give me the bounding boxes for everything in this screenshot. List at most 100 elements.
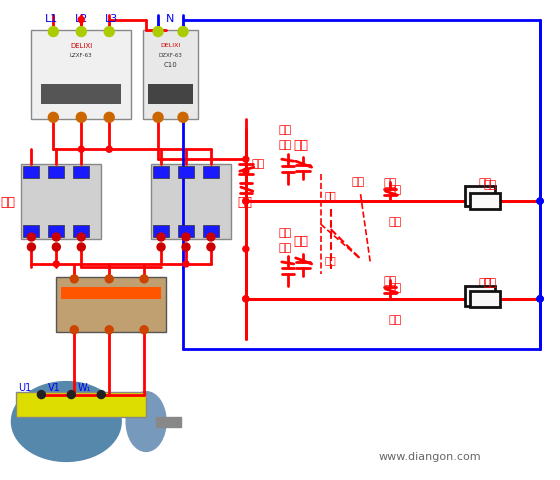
- Circle shape: [243, 169, 249, 175]
- Bar: [148, 85, 193, 105]
- Circle shape: [243, 199, 249, 204]
- Text: N: N: [166, 13, 174, 24]
- Circle shape: [105, 276, 113, 283]
- Ellipse shape: [126, 392, 166, 452]
- Text: 反转: 反转: [278, 228, 291, 238]
- Text: 反转: 反转: [483, 277, 497, 288]
- Bar: [57, 277, 166, 332]
- Ellipse shape: [11, 382, 121, 461]
- Text: 正转: 正转: [483, 180, 497, 190]
- Bar: [48, 226, 64, 238]
- Circle shape: [243, 199, 249, 204]
- Text: 正转: 正转: [278, 125, 291, 135]
- Text: L3: L3: [105, 13, 118, 24]
- Bar: [62, 287, 161, 299]
- Text: 正转: 正转: [293, 138, 308, 151]
- Circle shape: [537, 296, 543, 302]
- Bar: [31, 31, 131, 120]
- Text: L2: L2: [74, 13, 88, 24]
- Bar: [178, 226, 194, 238]
- Circle shape: [53, 262, 59, 267]
- Circle shape: [243, 296, 249, 302]
- Text: 正转: 正转: [389, 282, 402, 292]
- Circle shape: [153, 113, 163, 123]
- Circle shape: [71, 326, 78, 334]
- Text: LZXF-63: LZXF-63: [70, 53, 92, 58]
- Text: 正转: 正转: [479, 178, 492, 188]
- Circle shape: [140, 326, 148, 334]
- Bar: [143, 31, 198, 120]
- Text: 启动: 启动: [325, 190, 337, 200]
- Text: 停止: 停止: [251, 159, 264, 169]
- Circle shape: [27, 234, 35, 241]
- Circle shape: [207, 243, 215, 252]
- Text: 正转: 正转: [0, 195, 15, 208]
- Text: DELIXI: DELIXI: [160, 43, 180, 48]
- Text: 反转: 反转: [389, 314, 402, 324]
- Bar: [21, 165, 101, 240]
- Bar: [203, 226, 219, 238]
- Text: 正转: 正转: [384, 276, 397, 285]
- Circle shape: [67, 391, 75, 399]
- Circle shape: [537, 296, 543, 302]
- Circle shape: [157, 243, 165, 252]
- Circle shape: [76, 27, 86, 37]
- Bar: [465, 286, 495, 306]
- Circle shape: [52, 243, 60, 252]
- Text: 正转: 正转: [389, 216, 402, 227]
- Bar: [73, 167, 89, 179]
- Bar: [73, 226, 89, 238]
- Circle shape: [78, 18, 84, 24]
- Text: 反转: 反转: [352, 177, 365, 187]
- Text: 反转: 反转: [389, 185, 402, 195]
- Bar: [41, 85, 121, 105]
- Bar: [153, 167, 169, 179]
- Circle shape: [97, 391, 105, 399]
- Bar: [156, 417, 181, 427]
- Text: V1: V1: [48, 382, 60, 392]
- Circle shape: [104, 27, 114, 37]
- Circle shape: [104, 113, 114, 123]
- Text: DZXF-63: DZXF-63: [158, 53, 182, 58]
- Bar: [203, 167, 219, 179]
- Bar: [24, 226, 39, 238]
- Circle shape: [48, 27, 58, 37]
- Text: 反转: 反转: [479, 277, 492, 288]
- Circle shape: [78, 147, 84, 153]
- Bar: [153, 226, 169, 238]
- Circle shape: [48, 113, 58, 123]
- Bar: [470, 291, 500, 307]
- Circle shape: [178, 27, 188, 37]
- Circle shape: [76, 113, 86, 123]
- Bar: [16, 392, 146, 417]
- Text: U1: U1: [18, 382, 31, 392]
- Bar: [151, 165, 231, 240]
- Circle shape: [243, 246, 249, 252]
- Circle shape: [537, 199, 543, 204]
- Text: 启动: 启动: [278, 242, 291, 252]
- Circle shape: [77, 243, 85, 252]
- Text: 反转: 反转: [384, 178, 397, 188]
- Circle shape: [71, 276, 78, 283]
- Text: W₁: W₁: [77, 382, 91, 392]
- Text: DELIXI: DELIXI: [70, 42, 92, 48]
- Circle shape: [77, 234, 85, 241]
- Text: L1: L1: [45, 13, 58, 24]
- Circle shape: [105, 326, 113, 334]
- Bar: [24, 167, 39, 179]
- Circle shape: [27, 243, 35, 252]
- Circle shape: [243, 157, 249, 163]
- Bar: [178, 167, 194, 179]
- Circle shape: [207, 234, 215, 241]
- Circle shape: [106, 147, 112, 153]
- Circle shape: [157, 234, 165, 241]
- Text: 启动: 启动: [325, 254, 337, 264]
- Circle shape: [537, 199, 543, 204]
- Circle shape: [182, 243, 190, 252]
- Circle shape: [52, 234, 60, 241]
- Text: 反转: 反转: [293, 235, 308, 248]
- Circle shape: [153, 27, 163, 37]
- Text: www.diangon.com: www.diangon.com: [379, 452, 482, 461]
- Circle shape: [140, 276, 148, 283]
- Circle shape: [38, 391, 45, 399]
